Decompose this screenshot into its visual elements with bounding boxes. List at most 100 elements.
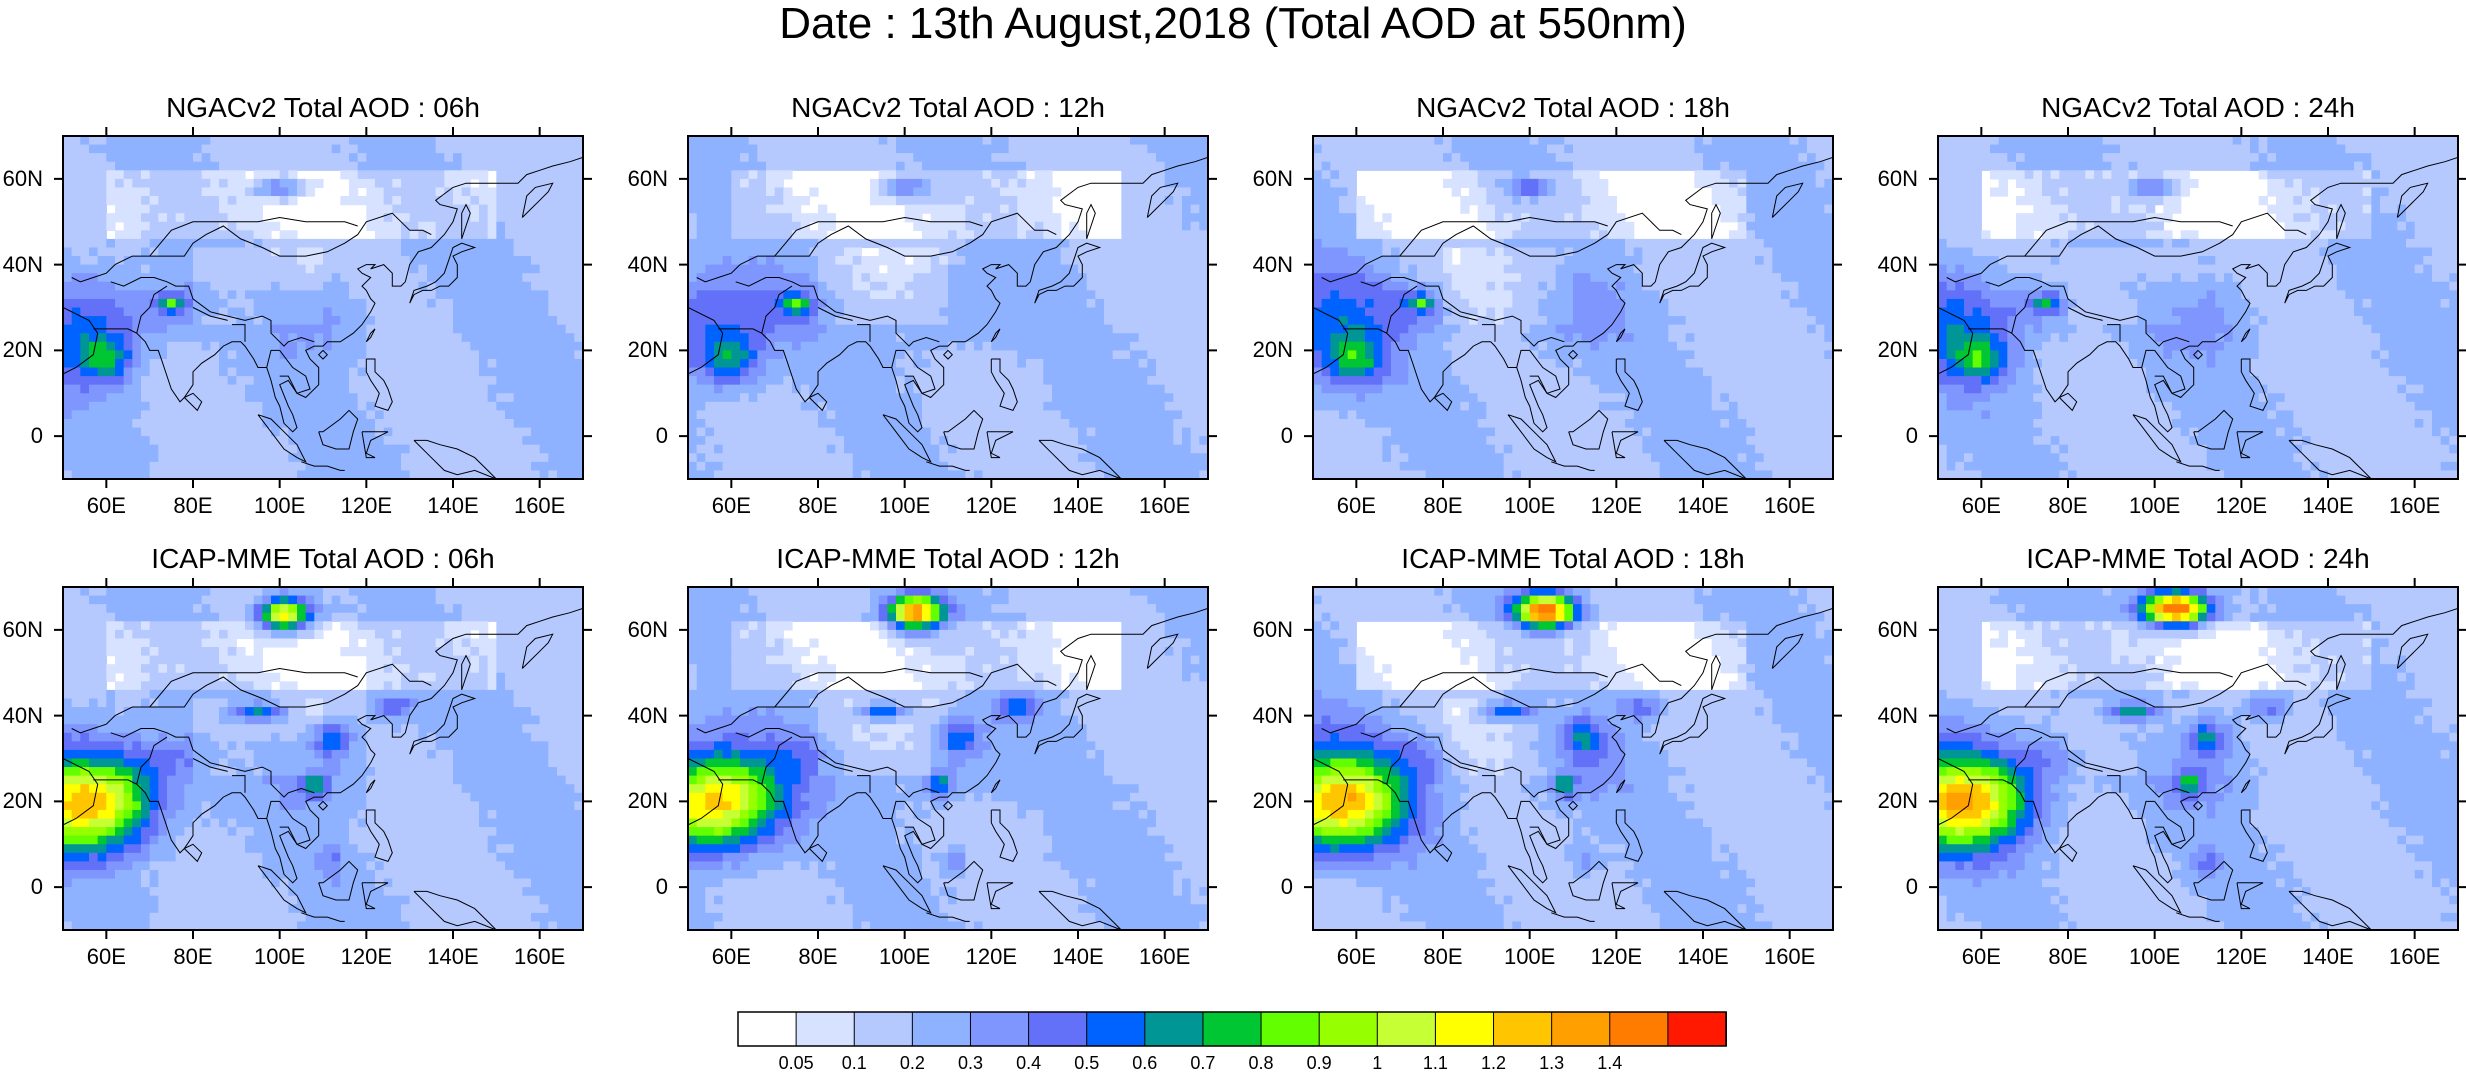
aod-field [1313,136,1834,480]
colorbar-swatch [1435,1012,1494,1046]
lon-tick-label: 60E [691,495,771,517]
lon-tick-label: 60E [66,946,146,968]
aod-field [63,587,584,931]
lat-tick-label: 0 [608,876,668,898]
panel-title: ICAP-MME Total AOD : 24h [1898,544,2466,574]
lon-tick-label: 120E [1576,946,1656,968]
lon-tick-label: 120E [326,946,406,968]
lon-tick-label: 120E [951,946,1031,968]
lon-tick-label: 120E [951,495,1031,517]
lon-tick-label: 100E [865,495,945,517]
lon-tick-label: 100E [2115,495,2195,517]
lon-tick-label: 80E [778,495,858,517]
lon-tick-label: 160E [2375,495,2455,517]
aod-field [1938,587,2459,931]
colorbar-label: 1 [1347,1054,1407,1072]
lon-tick-label: 160E [1750,946,1830,968]
lon-tick-label: 80E [153,946,233,968]
lat-tick-label: 60N [1858,168,1918,190]
lon-tick-label: 80E [153,495,233,517]
lon-tick-label: 60E [1941,495,2021,517]
lon-tick-label: 120E [2201,946,2281,968]
colorbar-swatch [912,1012,971,1046]
panel-title: NGACv2 Total AOD : 24h [1898,93,2466,123]
lon-tick-label: 80E [778,946,858,968]
lon-tick-label: 80E [1403,946,1483,968]
colorbar-label: 0.9 [1289,1054,1349,1072]
lon-tick-label: 140E [2288,946,2368,968]
lon-tick-label: 140E [1663,495,1743,517]
map-panel-6 [666,578,1217,939]
colorbar-swatch [854,1012,913,1046]
lat-tick-label: 20N [0,790,43,812]
lon-tick-label: 100E [1490,495,1570,517]
lat-tick-label: 20N [1233,790,1293,812]
panel-title: NGACv2 Total AOD : 18h [1273,93,1873,123]
lat-tick-label: 60N [1858,619,1918,641]
aod-field [1938,136,2459,480]
lat-tick-label: 0 [608,425,668,447]
colorbar-label: 1.3 [1522,1054,1582,1072]
colorbar-swatch [1494,1012,1553,1046]
colorbar-label: 0.1 [824,1054,884,1072]
colorbar-label: 1.1 [1405,1054,1465,1072]
lat-tick-label: 20N [0,339,43,361]
colorbar-swatch [796,1012,855,1046]
lat-tick-label: 40N [0,705,43,727]
lon-tick-label: 80E [2028,946,2108,968]
lat-tick-label: 60N [1233,619,1293,641]
colorbar-swatch [1029,1012,1088,1046]
lat-tick-label: 60N [0,619,43,641]
colorbar-swatch [738,1012,797,1046]
colorbar-label: 0.05 [766,1054,826,1072]
colorbar-swatch [1145,1012,1204,1046]
map-panel-3 [1291,127,1842,488]
map-panel-2 [666,127,1217,488]
aod-field [1313,587,1834,931]
aod-field [688,587,1209,931]
lat-tick-label: 40N [1858,254,1918,276]
lat-tick-label: 0 [1233,876,1293,898]
lat-tick-label: 0 [1858,425,1918,447]
colorbar-swatch [1668,1012,1727,1046]
map-panel-7 [1291,578,1842,939]
map-panel-8 [1916,578,2466,939]
lon-tick-label: 120E [1576,495,1656,517]
aod-field [688,136,1209,480]
panel-title: ICAP-MME Total AOD : 06h [23,544,623,574]
colorbar-swatch [1552,1012,1611,1046]
colorbar-label: 0.6 [1115,1054,1175,1072]
panel-title: ICAP-MME Total AOD : 18h [1273,544,1873,574]
lon-tick-label: 120E [326,495,406,517]
lon-tick-label: 160E [2375,946,2455,968]
lon-tick-label: 120E [2201,495,2281,517]
lon-tick-label: 140E [1038,495,1118,517]
lon-tick-label: 100E [240,946,320,968]
lon-tick-label: 140E [413,946,493,968]
colorbar-label: 0.8 [1231,1054,1291,1072]
lat-tick-label: 0 [1858,876,1918,898]
lat-tick-label: 40N [608,254,668,276]
lat-tick-label: 60N [608,168,668,190]
colorbar-label: 1.4 [1580,1054,1640,1072]
lat-tick-label: 0 [1233,425,1293,447]
lon-tick-label: 140E [2288,495,2368,517]
map-panel-4 [1916,127,2466,488]
colorbar-swatch [1319,1012,1378,1046]
lat-tick-label: 0 [0,876,43,898]
lat-tick-label: 20N [608,790,668,812]
lon-tick-label: 100E [865,946,945,968]
colorbar [738,1012,1726,1046]
lon-tick-label: 160E [1125,946,1205,968]
colorbar-label: 0.7 [1173,1054,1233,1072]
lat-tick-label: 0 [0,425,43,447]
aod-field [63,136,584,480]
lat-tick-label: 20N [608,339,668,361]
colorbar-label: 1.2 [1464,1054,1524,1072]
lat-tick-label: 60N [1233,168,1293,190]
lon-tick-label: 140E [1038,946,1118,968]
lon-tick-label: 140E [1663,946,1743,968]
lat-tick-label: 40N [1233,705,1293,727]
colorbar-swatch [970,1012,1029,1046]
lon-tick-label: 60E [691,946,771,968]
